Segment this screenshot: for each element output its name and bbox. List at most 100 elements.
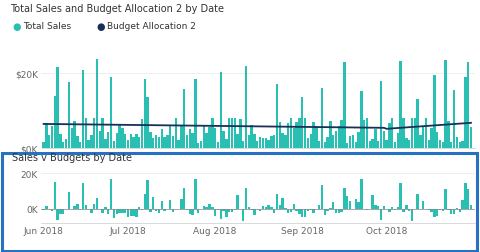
Bar xyxy=(436,133,438,149)
Bar xyxy=(51,209,53,211)
Bar xyxy=(405,205,408,209)
Bar xyxy=(442,209,444,211)
Bar xyxy=(107,133,109,149)
Bar xyxy=(183,89,185,149)
Bar xyxy=(203,127,205,149)
Bar xyxy=(270,136,273,149)
Bar xyxy=(93,119,96,149)
Bar xyxy=(152,197,155,209)
Bar xyxy=(248,207,250,209)
Bar xyxy=(245,188,247,209)
Bar xyxy=(217,142,219,149)
Bar xyxy=(175,119,177,149)
Bar xyxy=(79,142,81,149)
Bar xyxy=(132,137,135,149)
Bar xyxy=(65,209,67,210)
Bar xyxy=(251,125,253,149)
Bar xyxy=(349,201,351,209)
Bar xyxy=(276,85,278,149)
Bar xyxy=(436,209,438,217)
Bar xyxy=(194,80,197,149)
Bar xyxy=(431,129,433,149)
Bar xyxy=(296,209,298,211)
Text: Total Sales: Total Sales xyxy=(23,22,71,31)
Bar xyxy=(433,76,436,149)
Bar xyxy=(402,119,405,149)
Bar xyxy=(298,119,300,149)
Bar xyxy=(293,204,295,209)
Bar xyxy=(357,202,360,209)
Bar xyxy=(450,142,453,149)
Bar xyxy=(276,194,278,209)
Bar xyxy=(402,209,405,212)
Bar xyxy=(62,142,64,149)
Bar xyxy=(48,136,50,149)
Bar xyxy=(87,140,90,149)
Bar xyxy=(458,209,461,212)
Bar xyxy=(301,98,303,149)
Bar xyxy=(264,138,267,149)
Bar xyxy=(130,209,132,216)
Bar xyxy=(71,128,73,149)
Bar xyxy=(267,205,270,209)
Bar xyxy=(189,209,191,214)
Bar xyxy=(326,137,329,149)
Bar xyxy=(119,209,121,213)
Bar xyxy=(464,183,467,209)
Bar xyxy=(326,209,329,211)
Bar xyxy=(76,137,79,149)
Bar xyxy=(158,209,160,213)
Bar xyxy=(374,129,377,149)
Bar xyxy=(357,133,360,149)
Bar xyxy=(178,209,180,210)
Bar xyxy=(391,208,394,209)
Bar xyxy=(54,97,56,149)
Text: ●: ● xyxy=(96,21,105,32)
Bar xyxy=(374,205,377,209)
Bar xyxy=(242,209,244,221)
Bar xyxy=(197,143,200,149)
Bar xyxy=(253,209,256,215)
Bar xyxy=(296,122,298,149)
Bar xyxy=(163,209,166,212)
Bar xyxy=(324,142,326,149)
Bar xyxy=(388,209,391,212)
Bar xyxy=(318,141,320,149)
Bar xyxy=(228,119,230,149)
Bar xyxy=(124,209,126,213)
Bar xyxy=(298,209,300,214)
Bar xyxy=(416,194,419,209)
Bar xyxy=(284,208,287,209)
Bar xyxy=(408,141,410,149)
Bar xyxy=(360,91,362,149)
Bar xyxy=(172,209,174,212)
Bar xyxy=(377,206,379,209)
Bar xyxy=(42,142,45,149)
Bar xyxy=(391,119,394,149)
Bar xyxy=(293,129,295,149)
Bar xyxy=(304,209,306,217)
Bar xyxy=(352,135,354,149)
Bar xyxy=(186,136,188,149)
Bar xyxy=(278,205,281,209)
Bar xyxy=(340,121,343,149)
Bar xyxy=(470,205,472,209)
Bar xyxy=(242,141,244,149)
Bar xyxy=(287,209,289,214)
Bar xyxy=(310,209,312,210)
Bar xyxy=(152,139,155,149)
Bar xyxy=(340,209,343,213)
Bar xyxy=(121,129,123,149)
Bar xyxy=(189,130,191,149)
Bar xyxy=(135,135,138,149)
Bar xyxy=(248,135,250,149)
Bar xyxy=(205,133,208,149)
Bar xyxy=(366,209,368,210)
Bar xyxy=(45,123,48,149)
Bar xyxy=(138,137,141,149)
Bar xyxy=(372,140,374,149)
Bar xyxy=(101,119,104,149)
Bar xyxy=(281,134,284,149)
Bar xyxy=(470,128,472,149)
Bar xyxy=(324,209,326,215)
